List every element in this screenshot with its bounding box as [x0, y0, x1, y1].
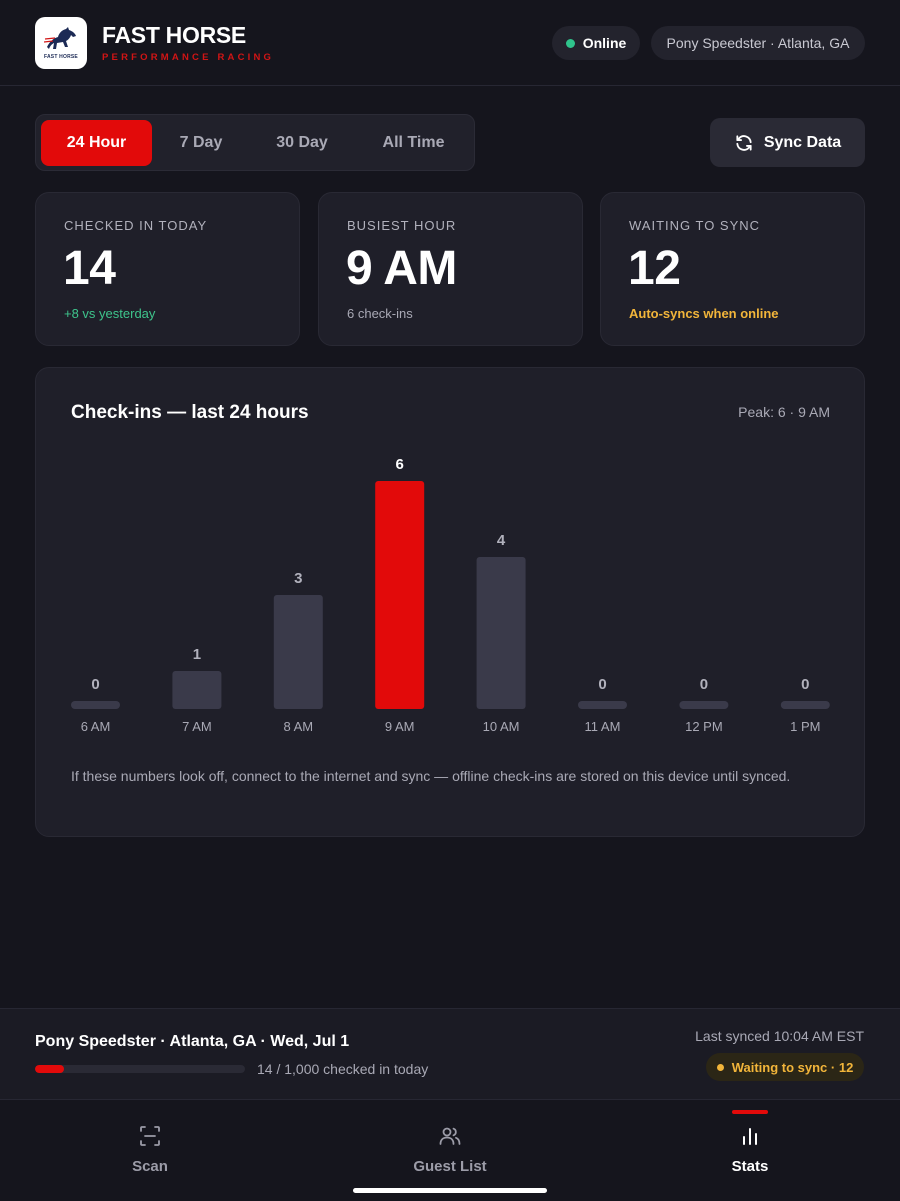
horse-logo-icon: [44, 26, 76, 49]
checkin-progress-bar: [35, 1065, 245, 1073]
nav-label-scan: Scan: [132, 1158, 168, 1175]
tab-30-day[interactable]: 30 Day: [276, 134, 328, 151]
stat-value: 12: [628, 242, 681, 295]
chart-category-label: 10 AM: [483, 719, 520, 734]
chart-data-label: 6: [396, 456, 404, 473]
users-icon: [439, 1127, 461, 1145]
chart-category-label: 6 AM: [81, 719, 111, 734]
chart-category-label: 9 AM: [385, 719, 415, 734]
checkin-progress-fill: [35, 1065, 65, 1073]
nav-item-guest-list[interactable]: Guest List: [300, 1100, 600, 1201]
home-indicator: [353, 1188, 547, 1193]
chart-bar-10-am: [476, 557, 526, 709]
chart-category-label: 12 PM: [685, 719, 723, 734]
stat-label: WAITING TO SYNC: [629, 218, 761, 233]
venue-label: Pony Speedster · Atlanta, GA: [666, 35, 850, 51]
connection-status-pill: Online: [552, 26, 640, 60]
stat-card-checked-in: CHECKED IN TODAY 14 +8 vs yesterday: [35, 192, 300, 346]
bottom-navigation: Scan Guest List Stats: [0, 1100, 900, 1201]
stat-value: 9 AM: [346, 242, 457, 295]
chart-bar-1-pm: [780, 701, 830, 709]
waiting-sync-badge: Waiting to sync · 12: [706, 1053, 864, 1081]
last-synced-label: Last synced 10:04 AM EST: [695, 1028, 864, 1044]
brand-title: FAST HORSE: [102, 22, 246, 48]
chart-bar-11-am: [578, 701, 627, 709]
logo-wordmark: FAST HORSE: [44, 53, 78, 60]
chart-data-label: 0: [598, 676, 606, 693]
chart-peak-label: Peak: 6 · 9 AM: [738, 404, 830, 420]
nav-label-stats: Stats: [731, 1158, 769, 1175]
chart-data-label: 3: [294, 570, 302, 587]
nav-item-stats[interactable]: Stats: [600, 1100, 900, 1201]
stat-card-busiest-hour: BUSIEST HOUR 9 AM 6 check-ins: [318, 192, 583, 346]
active-tab-indicator: [732, 1110, 768, 1114]
waiting-dot-icon: [716, 1063, 724, 1071]
chart-data-label: 0: [801, 676, 809, 693]
chart-footnote: If these numbers look off, connect to th…: [71, 768, 791, 784]
stat-label: BUSIEST HOUR: [347, 218, 457, 233]
venue-pill[interactable]: Pony Speedster · Atlanta, GA: [651, 26, 865, 60]
tab-7-day[interactable]: 7 Day: [179, 134, 223, 151]
nav-label-guest-list: Guest List: [413, 1158, 487, 1175]
waiting-sync-label: Waiting to sync · 12: [731, 1059, 854, 1075]
tab-all-time[interactable]: All Time: [382, 134, 445, 151]
app-header: FAST HORSE FAST HORSE PERFORMANCE RACING…: [0, 0, 900, 86]
online-dot-icon: [565, 38, 575, 48]
sync-data-button[interactable]: Sync Data: [710, 118, 865, 167]
bar-chart-icon: [743, 1128, 757, 1145]
sync-data-label: Sync Data: [763, 133, 842, 151]
stat-note: +8 vs yesterday: [64, 306, 156, 321]
connection-status-label: Online: [582, 35, 627, 51]
chart-category-label: 1 PM: [790, 719, 820, 734]
chart-bar-8-am: [273, 595, 323, 709]
stat-card-waiting-to-sync: WAITING TO SYNC 12 Auto-syncs when onlin…: [600, 192, 865, 346]
event-label: Pony Speedster · Atlanta, GA · Wed, Jul …: [35, 1033, 350, 1050]
chart-bar-6-am: [71, 701, 120, 709]
chart-data-label: 0: [91, 676, 99, 693]
tab-24-hour[interactable]: 24 Hour: [41, 120, 152, 166]
scan-icon: [140, 1126, 160, 1146]
chart-data-label: 4: [497, 532, 506, 549]
chart-data-label: 1: [193, 646, 201, 663]
stat-value: 14: [63, 242, 116, 295]
event-status-bar: Pony Speedster · Atlanta, GA · Wed, Jul …: [0, 1008, 900, 1100]
chart-category-label: 7 AM: [182, 719, 212, 734]
checkins-chart-card: Check-ins — last 24 hours Peak: 6 · 9 AM…: [35, 367, 865, 837]
chart-category-label: 8 AM: [283, 719, 313, 734]
chart-data-label: 0: [700, 676, 708, 693]
chart-bar-7-am: [172, 671, 222, 709]
time-range-tabs: 24 Hour 7 Day 30 Day All Time: [35, 114, 475, 171]
refresh-icon: [736, 134, 752, 151]
checkins-bar-chart: 0 6 AM 1 7 AM 3 8 AM 6 9 AM 4 10 AM 0 11 AM 0 12 PM 0 1…: [71, 456, 830, 734]
stat-note: 6 check-ins: [347, 306, 413, 321]
chart-category-label: 11 AM: [585, 719, 621, 734]
brand-logo: FAST HORSE: [35, 17, 87, 69]
stat-label: CHECKED IN TODAY: [64, 218, 208, 233]
chart-bar-12-pm: [679, 701, 729, 709]
stat-note: Auto-syncs when online: [629, 306, 779, 321]
brand-subtitle: PERFORMANCE RACING: [102, 52, 275, 63]
checkin-progress-text: 14 / 1,000 checked in today: [257, 1061, 429, 1077]
nav-item-scan[interactable]: Scan: [0, 1100, 300, 1201]
chart-bar-9-am: [375, 481, 425, 709]
chart-title: Check-ins — last 24 hours: [71, 402, 309, 423]
